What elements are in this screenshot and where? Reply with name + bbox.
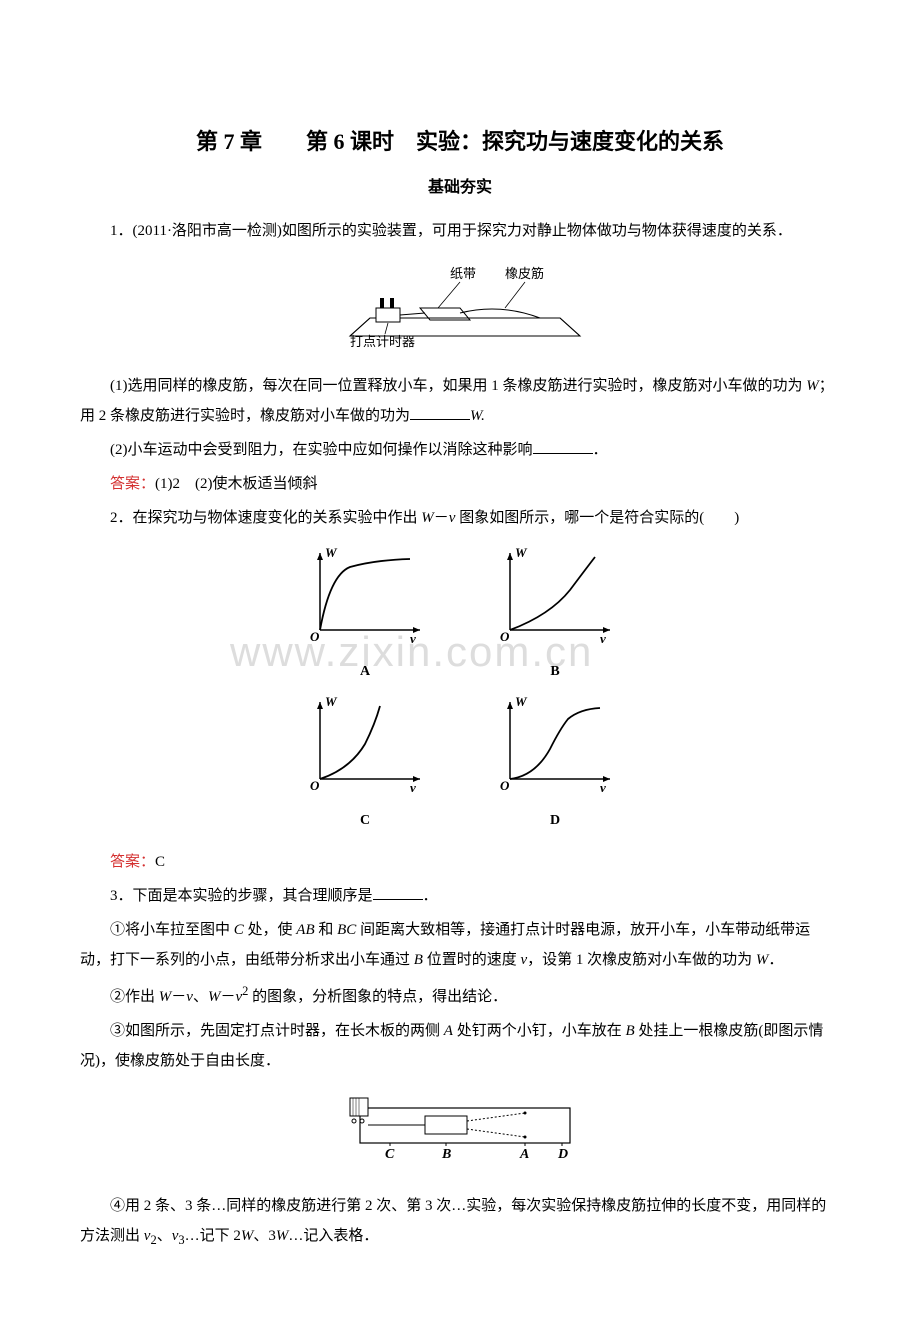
var-B: B <box>625 1023 634 1039</box>
graph-C: W v O C <box>300 694 430 835</box>
q3-step4-d: 、3 <box>253 1228 276 1244</box>
q3-step3-b: 处钉两个小钉，小车放在 <box>453 1023 626 1039</box>
svg-text:W: W <box>515 694 528 709</box>
svg-text:纸带: 纸带 <box>450 266 476 281</box>
q1-part2-text-a: (2)小车运动中会受到阻力，在实验中应如何操作以消除这种影响 <box>110 442 533 458</box>
var-W: W <box>241 1228 254 1244</box>
svg-text:v: v <box>410 780 416 794</box>
svg-text:O: O <box>500 778 510 793</box>
svg-text:v: v <box>410 631 416 645</box>
q1-intro: 1．(2011·洛阳市高一检测)如图所示的实验装置，可用于探究力对静止物体做功与… <box>80 216 840 246</box>
answer-label: 答案： <box>110 476 155 492</box>
q3-step3-a: ③如图所示，先固定打点计时器，在长木板的两侧 <box>110 1023 444 1039</box>
q3-intro-b: ． <box>423 888 438 904</box>
graph-A: W v O A <box>300 545 430 686</box>
var-B: B <box>414 952 423 968</box>
graph-D: W v O D <box>490 694 620 835</box>
svg-text:v: v <box>600 780 606 794</box>
var-C: C <box>234 922 244 938</box>
svg-text:C: C <box>385 1147 395 1162</box>
svg-text:W: W <box>515 545 528 560</box>
blank-field <box>410 405 470 420</box>
q3-step2: ②作出 W－v、W－v2 的图象，分析图象的特点，得出结论． <box>80 979 840 1012</box>
q1-part1-text-a: (1)选用同样的橡皮筋，每次在同一位置释放小车，如果用 1 条橡皮筋进行实验时，… <box>110 378 806 394</box>
graph-D-label: D <box>490 807 620 835</box>
svg-text:v: v <box>600 631 606 645</box>
svg-text:O: O <box>500 629 510 644</box>
var-W: W <box>159 989 172 1005</box>
q3-intro-a: 3．下面是本实验的步骤，其合理顺序是 <box>110 888 373 904</box>
q3-step1-g: ． <box>768 952 783 968</box>
svg-text:O: O <box>310 629 320 644</box>
svg-text:W: W <box>325 694 338 709</box>
page-title: 第 7 章 第 6 课时 实验：探究功与速度变化的关系 <box>80 120 840 164</box>
page-subtitle: 基础夯实 <box>80 172 840 204</box>
q2-intro: 2．在探究功与物体速度变化的关系实验中作出 W－v 图象如图所示，哪一个是符合实… <box>80 503 840 533</box>
q1-figure: 纸带 橡皮筋 打点计时器 <box>80 258 840 359</box>
q3-step1: ①将小车拉至图中 C 处，使 AB 和 BC 间距离大致相等，接通打点计时器电源… <box>80 915 840 975</box>
q3-step4-b: 、 <box>157 1228 172 1244</box>
q1-answer-text: (1)2 (2)使木板适当倾斜 <box>155 476 317 492</box>
var-W: W <box>806 378 819 394</box>
q3-step1-f: ，设第 1 次橡皮筋对小车做的功为 <box>527 952 756 968</box>
svg-text:橡皮筋: 橡皮筋 <box>505 266 544 281</box>
q3-figure: C B A D <box>80 1088 840 1179</box>
q3-intro: 3．下面是本实验的步骤，其合理顺序是 ． <box>80 881 840 911</box>
graph-B: W v O B <box>490 545 620 686</box>
q1-answer: 答案：(1)2 (2)使木板适当倾斜 <box>80 469 840 499</box>
var-v: v <box>186 989 193 1005</box>
q3-step1-e: 位置时的速度 <box>423 952 521 968</box>
var-W: W <box>756 952 769 968</box>
var-W2: W. <box>470 408 485 424</box>
graph-C-label: C <box>300 807 430 835</box>
q3-step4-e: …记入表格． <box>288 1228 378 1244</box>
q3-step4-c: …记下 2 <box>185 1228 241 1244</box>
q3-step2-a: ②作出 <box>110 989 159 1005</box>
q3-step1-b: 处，使 <box>244 922 297 938</box>
svg-text:O: O <box>310 778 320 793</box>
var-W: W <box>276 1228 289 1244</box>
graph-A-label: A <box>300 658 430 686</box>
q2-intro-c: 图象如图所示，哪一个是符合实际的( ) <box>455 510 739 526</box>
var-W: W <box>208 989 221 1005</box>
q2-answer-text: C <box>155 854 165 870</box>
svg-text:W: W <box>325 545 338 560</box>
q3-step2-c: 、 <box>193 989 208 1005</box>
svg-text:B: B <box>441 1147 451 1162</box>
q1-part2-text-b: ． <box>593 442 608 458</box>
var-BC: BC <box>337 922 356 938</box>
blank-field <box>533 439 593 454</box>
q2-intro-a: 2．在探究功与物体速度变化的关系实验中作出 <box>110 510 421 526</box>
q1-part1: (1)选用同样的橡皮筋，每次在同一位置释放小车，如果用 1 条橡皮筋进行实验时，… <box>80 371 840 431</box>
q3-step1-c: 和 <box>315 922 338 938</box>
svg-text:A: A <box>519 1147 529 1162</box>
q3-step3: ③如图所示，先固定打点计时器，在长木板的两侧 A 处钉两个小钉，小车放在 B 处… <box>80 1016 840 1076</box>
q2-graphs: W v O A W v O B <box>80 545 840 835</box>
answer-label: 答案： <box>110 854 155 870</box>
svg-text:打点计时器: 打点计时器 <box>350 334 415 348</box>
svg-text:D: D <box>557 1147 568 1162</box>
q3-step4: ④用 2 条、3 条…同样的橡皮筋进行第 2 次、第 3 次…实验，每次实验保持… <box>80 1191 840 1253</box>
q3-step2-d: － <box>220 989 235 1005</box>
var-A: A <box>444 1023 453 1039</box>
q2-intro-b: － <box>434 510 449 526</box>
q2-answer: 答案：C <box>80 847 840 877</box>
q3-step2-e: 的图象，分析图象的特点，得出结论． <box>248 989 507 1005</box>
q3-step2-b: － <box>171 989 186 1005</box>
q1-part2: (2)小车运动中会受到阻力，在实验中应如何操作以消除这种影响 ． <box>80 435 840 465</box>
var-W: W <box>421 510 434 526</box>
graph-B-label: B <box>490 658 620 686</box>
q3-step1-a: ①将小车拉至图中 <box>110 922 234 938</box>
var-AB: AB <box>296 922 314 938</box>
blank-field <box>373 885 423 900</box>
